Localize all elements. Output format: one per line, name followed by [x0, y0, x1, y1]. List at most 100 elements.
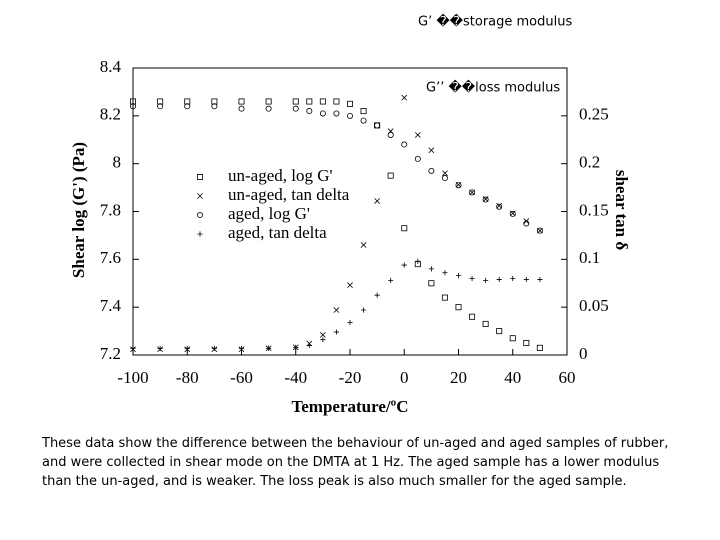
data-point	[509, 335, 516, 342]
data-point	[483, 277, 489, 283]
data-point	[523, 340, 530, 347]
data-point	[238, 105, 245, 112]
data-point	[333, 110, 340, 117]
data-point	[346, 112, 353, 119]
chart: G’ ��storage modulus G’’ ��loss modulus …	[69, 13, 631, 416]
y-tick-label: 7.8	[100, 200, 121, 219]
data-point	[536, 227, 543, 234]
data-point	[387, 172, 394, 179]
data-point	[455, 272, 462, 279]
data-point	[496, 328, 503, 335]
y2-tick-label: 0.25	[579, 105, 609, 124]
data-point	[536, 344, 543, 351]
data-point	[496, 202, 503, 209]
x-axis-label: Temperature/ºC	[291, 397, 408, 416]
y-tick-label: 8	[113, 153, 122, 172]
data-point	[360, 242, 367, 248]
data-point	[401, 262, 407, 268]
data-point	[455, 304, 462, 311]
data-point	[428, 266, 434, 272]
x-tick-label: -100	[117, 368, 148, 387]
data-point	[157, 345, 163, 351]
annotation: G’’ ��loss modulus	[426, 79, 560, 96]
data-point	[442, 270, 448, 276]
data-point	[306, 342, 312, 349]
legend-label: un-aged, tan delta	[228, 185, 350, 204]
y-tick-label: 7.4	[100, 296, 122, 315]
data-point	[414, 132, 421, 138]
data-point	[184, 98, 191, 105]
data-point	[510, 275, 516, 282]
x-tick-label: 40	[504, 368, 521, 387]
data-point	[130, 345, 136, 351]
data-point	[360, 117, 367, 124]
data-point	[319, 332, 326, 338]
x-tick-label: 60	[559, 368, 576, 387]
x-tick-label: -40	[284, 368, 307, 387]
data-point	[388, 277, 394, 283]
legend-marker	[196, 211, 203, 218]
legend-marker	[196, 173, 203, 180]
data-point	[401, 141, 408, 148]
data-point	[482, 320, 489, 327]
data-point	[292, 105, 299, 112]
data-point	[238, 98, 245, 105]
data-point	[346, 100, 353, 107]
data-point	[184, 103, 191, 110]
y-tick-label: 7.2	[100, 344, 121, 363]
data-point	[157, 103, 164, 110]
data-point	[306, 108, 313, 115]
x-tick-label: -60	[230, 368, 253, 387]
caption: These data show the difference between t…	[42, 436, 669, 489]
data-point	[129, 98, 136, 105]
y-tick-label: 7.6	[100, 248, 121, 267]
legend-label: un-aged, log G'	[228, 166, 333, 185]
data-point	[414, 155, 421, 162]
data-point	[319, 110, 326, 117]
y2-tick-label: 0.2	[579, 153, 600, 172]
data-point	[266, 345, 272, 351]
data-point	[333, 307, 340, 313]
data-point	[211, 103, 218, 110]
data-point	[387, 131, 394, 138]
data-point	[415, 258, 421, 264]
x-tick-label: -80	[176, 368, 199, 387]
data-point	[319, 98, 326, 105]
y2-tick-label: 0	[579, 344, 588, 363]
data-point	[293, 344, 299, 350]
data-point	[211, 345, 217, 351]
data-point	[401, 225, 408, 232]
data-point	[265, 105, 272, 112]
data-point	[374, 292, 380, 298]
data-point	[157, 98, 164, 105]
data-point	[374, 198, 381, 204]
x-tick-label: -20	[339, 368, 362, 387]
y-tick-label: 8.4	[100, 57, 122, 76]
legend-label: aged, log G'	[228, 204, 310, 223]
data-point	[265, 98, 272, 105]
legend-label: aged, tan delta	[228, 223, 327, 242]
y-tick-label: 8.2	[100, 105, 121, 124]
plot-frame	[132, 67, 568, 356]
data-point	[292, 98, 299, 105]
data-point	[523, 220, 530, 227]
data-point	[496, 203, 503, 210]
annotation: G’ ��storage modulus	[418, 13, 572, 30]
data-point	[320, 337, 326, 343]
data-point	[401, 94, 408, 101]
data-point	[347, 319, 353, 326]
y-axis-label: Shear log (G') (Pa)	[69, 142, 88, 278]
data-point	[442, 170, 448, 177]
data-point	[455, 182, 462, 189]
data-point	[428, 147, 435, 154]
data-point	[129, 103, 136, 110]
data-point	[238, 345, 245, 351]
data-point	[523, 276, 529, 283]
y2-tick-label: 0.1	[579, 248, 600, 267]
x-tick-label: 20	[450, 368, 467, 387]
y2-tick-label: 0.05	[579, 296, 609, 315]
data-point	[537, 276, 543, 283]
data-point	[469, 313, 476, 320]
data-point	[469, 189, 476, 196]
